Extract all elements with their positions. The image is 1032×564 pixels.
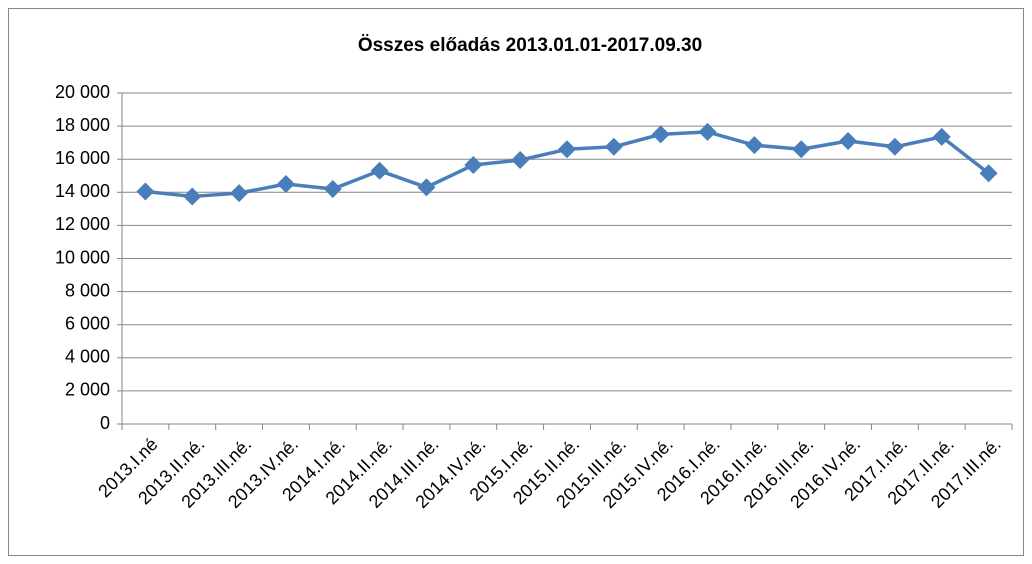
data-point [183, 187, 202, 206]
data-point [979, 164, 998, 183]
y-tick-label: 4 000 [65, 347, 110, 367]
y-tick-label: 10 000 [55, 247, 110, 267]
y-tick-label: 6 000 [65, 313, 110, 333]
chart-border [8, 8, 1024, 556]
y-tick-label: 8 000 [65, 280, 110, 300]
y-tick-label: 18 000 [55, 115, 110, 135]
data-point [839, 131, 858, 150]
data-point [558, 140, 576, 159]
data-point [698, 122, 717, 141]
data-point [932, 127, 951, 146]
data-point [792, 140, 811, 159]
data-point [511, 151, 530, 170]
data-point [745, 136, 764, 155]
y-tick-label: 20 000 [55, 82, 110, 102]
data-point [604, 137, 623, 156]
y-tick-label: 0 [100, 413, 110, 433]
data-point [323, 179, 342, 198]
data-point [464, 155, 483, 174]
data-point [230, 184, 249, 203]
y-tick-label: 14 000 [55, 181, 110, 201]
chart-title: Összes előadás 2013.01.01-2017.09.30 [358, 35, 702, 56]
data-point [885, 137, 904, 156]
data-point [417, 178, 436, 197]
data-point [370, 161, 389, 180]
y-tick-label: 12 000 [55, 214, 110, 234]
y-tick-label: 16 000 [55, 148, 110, 168]
y-tick-label: 2 000 [65, 380, 110, 400]
data-point [651, 125, 670, 144]
data-point [276, 175, 295, 194]
data-point [136, 182, 155, 201]
